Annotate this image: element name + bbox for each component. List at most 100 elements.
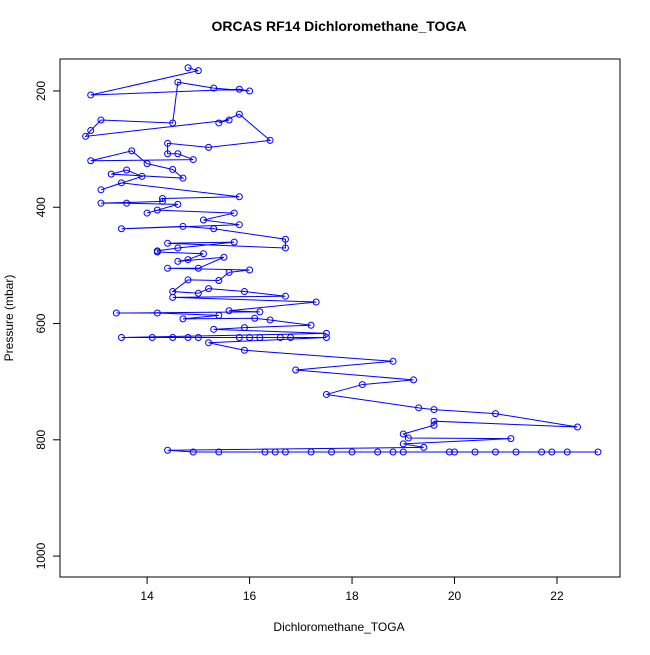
data-point bbox=[169, 165, 177, 173]
data-point bbox=[225, 116, 233, 124]
chart-title: ORCAS RF14 Dichloromethane_TOGA bbox=[212, 18, 467, 34]
data-point bbox=[404, 434, 412, 442]
data-point bbox=[220, 253, 228, 261]
data-point bbox=[215, 119, 223, 127]
data-point bbox=[138, 172, 146, 180]
data-point bbox=[117, 225, 125, 233]
data-point bbox=[235, 85, 243, 93]
data-point bbox=[184, 256, 192, 264]
data-point bbox=[246, 333, 254, 341]
data-point bbox=[179, 174, 187, 182]
y-tick-label: 200 bbox=[34, 81, 48, 101]
data-point bbox=[164, 446, 172, 454]
data-point bbox=[128, 147, 136, 155]
data-point bbox=[281, 235, 289, 243]
x-tick-label: 16 bbox=[243, 589, 257, 603]
data-point bbox=[179, 315, 187, 323]
data-point bbox=[205, 285, 213, 293]
data-point bbox=[153, 309, 161, 317]
data-point bbox=[210, 84, 218, 92]
data-point bbox=[235, 333, 243, 341]
data-point bbox=[143, 160, 151, 168]
plot-frame bbox=[59, 58, 621, 578]
data-point bbox=[230, 209, 238, 217]
data-point bbox=[123, 199, 131, 207]
data-point bbox=[87, 127, 95, 135]
data-point bbox=[322, 390, 330, 398]
data-point bbox=[256, 333, 264, 341]
x-axis-label: Dichloromethane_TOGA bbox=[273, 620, 404, 634]
data-point bbox=[158, 197, 166, 205]
data-point bbox=[169, 293, 177, 301]
data-point bbox=[445, 448, 453, 456]
y-tick-label: 600 bbox=[34, 313, 48, 333]
data-point bbox=[179, 222, 187, 230]
data-point bbox=[507, 435, 515, 443]
data-point bbox=[174, 257, 182, 265]
data-point bbox=[240, 324, 248, 332]
y-tick-label: 1000 bbox=[34, 542, 48, 569]
data-point bbox=[548, 448, 556, 456]
data-point bbox=[205, 143, 213, 151]
plot-area bbox=[82, 64, 602, 456]
data-point bbox=[512, 448, 520, 456]
data-point bbox=[194, 67, 202, 75]
y-axis-label: Pressure (mbar) bbox=[2, 275, 16, 362]
data-point bbox=[164, 239, 172, 247]
data-point bbox=[410, 376, 418, 384]
data-point bbox=[235, 221, 243, 229]
y-tick-label: 800 bbox=[34, 429, 48, 449]
data-point bbox=[164, 150, 172, 158]
data-point bbox=[312, 298, 320, 306]
data-point bbox=[358, 381, 366, 389]
data-point bbox=[240, 288, 248, 296]
data-point bbox=[230, 238, 238, 246]
data-point bbox=[143, 209, 151, 217]
data-point bbox=[322, 329, 330, 337]
data-point bbox=[261, 448, 269, 456]
data-point bbox=[251, 314, 259, 322]
data-point bbox=[174, 78, 182, 86]
data-point bbox=[573, 423, 581, 431]
data-point bbox=[235, 193, 243, 201]
data-point bbox=[199, 250, 207, 258]
data-point bbox=[194, 264, 202, 272]
data-point bbox=[117, 179, 125, 187]
x-tick-label: 22 bbox=[550, 589, 564, 603]
data-point bbox=[215, 448, 223, 456]
data-point bbox=[399, 430, 407, 438]
data-point bbox=[281, 448, 289, 456]
data-point bbox=[491, 448, 499, 456]
data-point bbox=[292, 366, 300, 374]
data-point bbox=[205, 339, 213, 347]
data-point bbox=[174, 150, 182, 158]
data-point bbox=[112, 309, 120, 317]
data-point bbox=[415, 404, 423, 412]
data-point bbox=[281, 292, 289, 300]
data-point bbox=[287, 333, 295, 341]
data-point bbox=[164, 139, 172, 147]
data-point bbox=[420, 443, 428, 451]
data-point bbox=[307, 448, 315, 456]
data-point bbox=[322, 333, 330, 341]
data-point bbox=[328, 448, 336, 456]
data-point bbox=[246, 87, 254, 95]
data-point bbox=[123, 166, 131, 174]
data-point bbox=[246, 266, 254, 274]
data-point bbox=[271, 448, 279, 456]
data-point bbox=[276, 333, 284, 341]
data-point bbox=[158, 195, 166, 203]
data-point bbox=[169, 119, 177, 127]
data-point bbox=[430, 417, 438, 425]
data-point bbox=[374, 448, 382, 456]
data-point bbox=[184, 276, 192, 284]
data-point bbox=[594, 448, 602, 456]
data-point bbox=[235, 110, 243, 118]
data-point bbox=[184, 64, 192, 72]
data-point bbox=[87, 91, 95, 99]
data-point bbox=[210, 325, 218, 333]
data-point bbox=[97, 199, 105, 207]
data-point bbox=[153, 248, 161, 256]
data-point bbox=[210, 225, 218, 233]
data-point bbox=[256, 308, 264, 316]
